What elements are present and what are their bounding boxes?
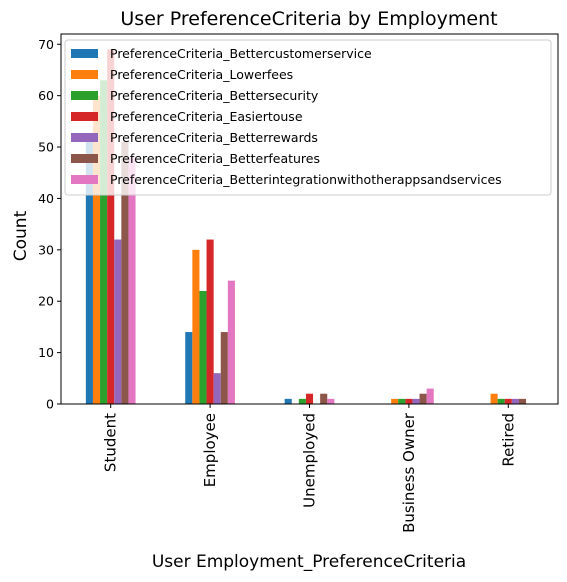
plot-area-frame: [60, 33, 559, 405]
bar: [419, 393, 427, 404]
x-tick-label: Unemployed: [301, 413, 319, 508]
bar: [128, 157, 136, 404]
x-tick-label: Business Owner: [400, 412, 418, 533]
bar: [398, 398, 406, 404]
bar: [284, 398, 292, 404]
bar: [305, 393, 314, 404]
bars-group: [85, 49, 527, 405]
legend-swatch: [71, 49, 98, 58]
bar: [114, 239, 122, 404]
bar: [327, 398, 335, 404]
bar: [504, 398, 512, 404]
bar: [85, 141, 93, 404]
bar: [426, 388, 434, 404]
legend-swatch: [71, 133, 98, 142]
x-tick-label: Employee: [201, 413, 219, 487]
x-tick-label: Student: [102, 413, 120, 472]
bar: [320, 393, 328, 404]
bar: [518, 398, 527, 404]
bar: [227, 280, 235, 404]
legend-swatch: [71, 175, 98, 184]
bar: [121, 141, 129, 404]
legend-label: PreferenceCriteria_Betterfeatures: [110, 151, 320, 166]
legend-box: [64, 39, 552, 196]
legend: PreferenceCriteria_Bettercustomerservice…: [64, 39, 552, 196]
y-tick-label: 20: [38, 294, 54, 309]
x-axis-ticks: Student Employee Unemployed Business Owner R…: [102, 404, 517, 533]
y-tick-label: 40: [38, 191, 54, 206]
bar: [298, 398, 306, 404]
bar: [100, 80, 108, 404]
y-tick-label: 0: [46, 397, 54, 412]
bar: [185, 332, 193, 404]
bar: [107, 49, 115, 405]
bar: [412, 398, 420, 404]
y-tick-label: 50: [38, 140, 54, 155]
bar: [92, 95, 101, 405]
legend-swatch: [71, 70, 98, 79]
legend-label: PreferenceCriteria_Easiertouse: [110, 109, 303, 124]
y-tick-label: 60: [38, 88, 54, 103]
bar: [199, 290, 207, 404]
bar: [213, 373, 221, 404]
legend-label: PreferenceCriteria_Betterintegrationwith…: [110, 172, 502, 187]
legend-swatch: [71, 154, 98, 163]
y-tick-label: 70: [38, 37, 54, 52]
bar: [405, 398, 413, 404]
x-tick-label: Retired: [499, 413, 517, 467]
bar: [192, 249, 200, 404]
legend-label: PreferenceCriteria_Bettercustomerservice: [110, 46, 372, 61]
bar: [220, 332, 228, 404]
bar: [391, 398, 399, 404]
bar: [490, 393, 498, 404]
bar: [511, 398, 519, 404]
legend-label: PreferenceCriteria_Betterrewards: [110, 130, 318, 145]
legend-label: PreferenceCriteria_Bettersecurity: [110, 88, 319, 103]
bar: [497, 398, 505, 404]
y-tick-label: 10: [38, 345, 54, 360]
bar: [206, 239, 214, 404]
legend-swatch: [71, 112, 98, 121]
legend-swatch: [71, 91, 98, 100]
y-tick-label: 30: [38, 242, 54, 257]
y-axis-label: Count: [11, 210, 31, 261]
chart-title: User PreferenceCriteria by Employment: [120, 8, 497, 30]
y-axis-ticks: 0 10 20 30 40 50 60 70: [38, 37, 61, 412]
legend-label: PreferenceCriteria_Lowerfees: [110, 67, 293, 82]
x-axis-label: User Employment_PreferenceCriteria: [152, 552, 466, 572]
